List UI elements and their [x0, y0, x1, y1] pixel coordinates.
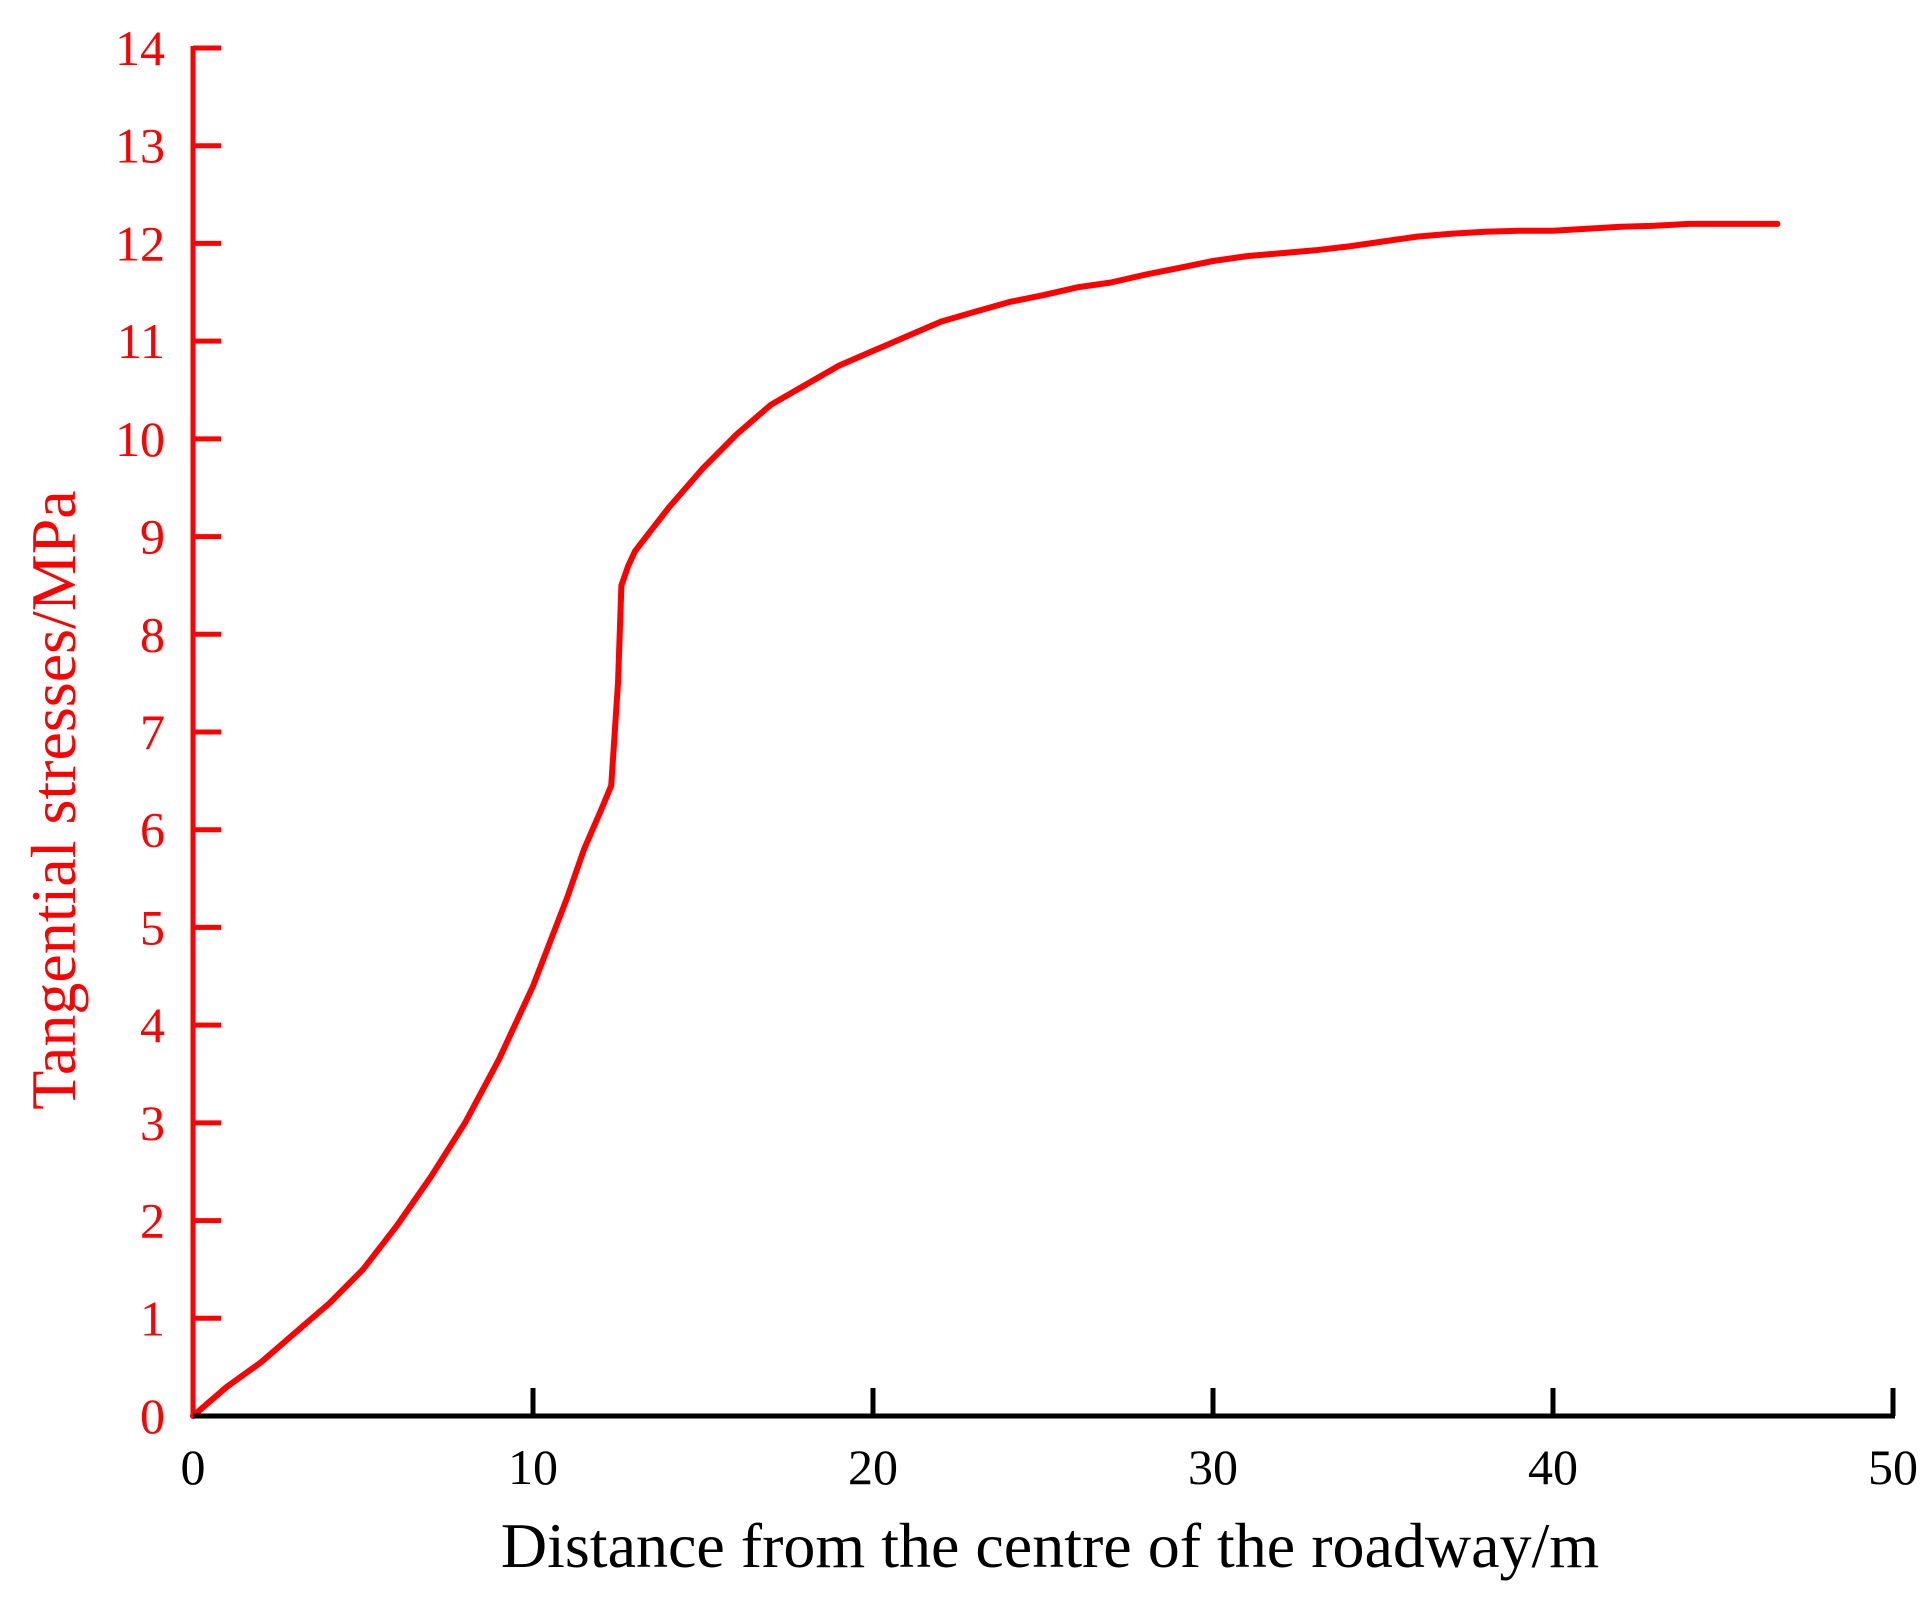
x-tick-label: 0 [181, 1439, 206, 1495]
y-tick-label: 13 [115, 118, 165, 174]
y-tick-label: 7 [140, 704, 165, 760]
y-tick-label: 11 [117, 313, 165, 369]
y-tick-label: 2 [140, 1193, 165, 1249]
y-tick-label: 5 [140, 899, 165, 955]
y-tick-label: 14 [115, 20, 165, 76]
x-tick-label: 20 [848, 1439, 898, 1495]
x-axis-ticks: 0 10 20 30 40 50 [181, 1388, 1918, 1495]
x-tick-label: 40 [1528, 1439, 1578, 1495]
x-tick-label: 10 [508, 1439, 558, 1495]
y-tick-label: 1 [140, 1290, 165, 1346]
y-tick-label: 0 [140, 1388, 165, 1444]
y-axis-title: Tangential stresses/MPa [18, 490, 89, 1109]
y-tick-label: 6 [140, 802, 165, 858]
y-tick-label: 9 [140, 509, 165, 565]
y-tick-label: 8 [140, 606, 165, 662]
y-tick-label: 10 [115, 411, 165, 467]
y-tick-label: 3 [140, 1095, 165, 1151]
y-tick-label: 4 [140, 997, 165, 1053]
x-tick-label: 50 [1868, 1439, 1918, 1495]
x-tick-label: 30 [1188, 1439, 1238, 1495]
x-axis-title: Distance from the centre of the roadway/… [501, 1510, 1599, 1581]
series-line [190, 220, 1781, 1419]
y-tick-label: 12 [115, 215, 165, 271]
